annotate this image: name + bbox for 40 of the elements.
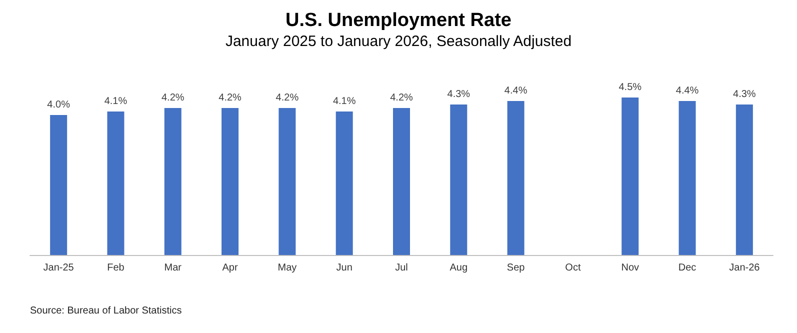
x-tick-label: Mar bbox=[164, 262, 182, 274]
x-tick-label: Apr bbox=[222, 262, 238, 274]
bar bbox=[678, 101, 696, 255]
data-label: 4.2% bbox=[161, 92, 184, 104]
bar bbox=[164, 108, 182, 255]
bar bbox=[50, 115, 68, 255]
bar bbox=[507, 101, 524, 255]
bar bbox=[107, 112, 124, 255]
bar bbox=[278, 108, 296, 255]
data-label: 4.1% bbox=[332, 96, 356, 107]
x-tick-label: Feb bbox=[107, 262, 125, 274]
bar bbox=[450, 104, 468, 255]
x-tick-label: May bbox=[278, 262, 297, 274]
x-tick-label: Aug bbox=[450, 262, 468, 274]
x-tick-label: Jul bbox=[395, 262, 408, 274]
bar bbox=[736, 104, 753, 255]
data-label: 4.0% bbox=[47, 100, 70, 110]
data-label: 4.5% bbox=[618, 82, 642, 93]
bar bbox=[222, 108, 239, 255]
chart-subtitle: January 2025 to January 2026, Seasonally Adjusted bbox=[225, 33, 572, 50]
data-label: 4.2% bbox=[218, 92, 242, 104]
data-label: 4.2% bbox=[390, 92, 414, 104]
data-label: 4.1% bbox=[104, 96, 128, 107]
bar bbox=[393, 108, 410, 255]
x-tick-label: Jun bbox=[336, 262, 352, 274]
source-note: Source: Bureau of Labor Statistics bbox=[30, 306, 182, 316]
data-label: 4.4% bbox=[504, 86, 528, 96]
data-label: 4.4% bbox=[676, 86, 699, 96]
chart-title: U.S. Unemployment Rate bbox=[286, 10, 512, 31]
data-label: 4.3% bbox=[733, 89, 756, 100]
data-label: 4.2% bbox=[276, 92, 299, 104]
data-label: 4.3% bbox=[447, 89, 470, 100]
x-tick-label: Jan-25 bbox=[43, 262, 74, 274]
x-tick-label: Oct bbox=[565, 262, 581, 274]
x-tick-label: Nov bbox=[621, 262, 640, 274]
x-tick-label: Dec bbox=[678, 262, 696, 274]
bar bbox=[336, 112, 353, 255]
bar bbox=[622, 98, 639, 255]
x-tick-label: Sep bbox=[506, 262, 526, 274]
x-tick-label: Jan-26 bbox=[729, 262, 760, 274]
